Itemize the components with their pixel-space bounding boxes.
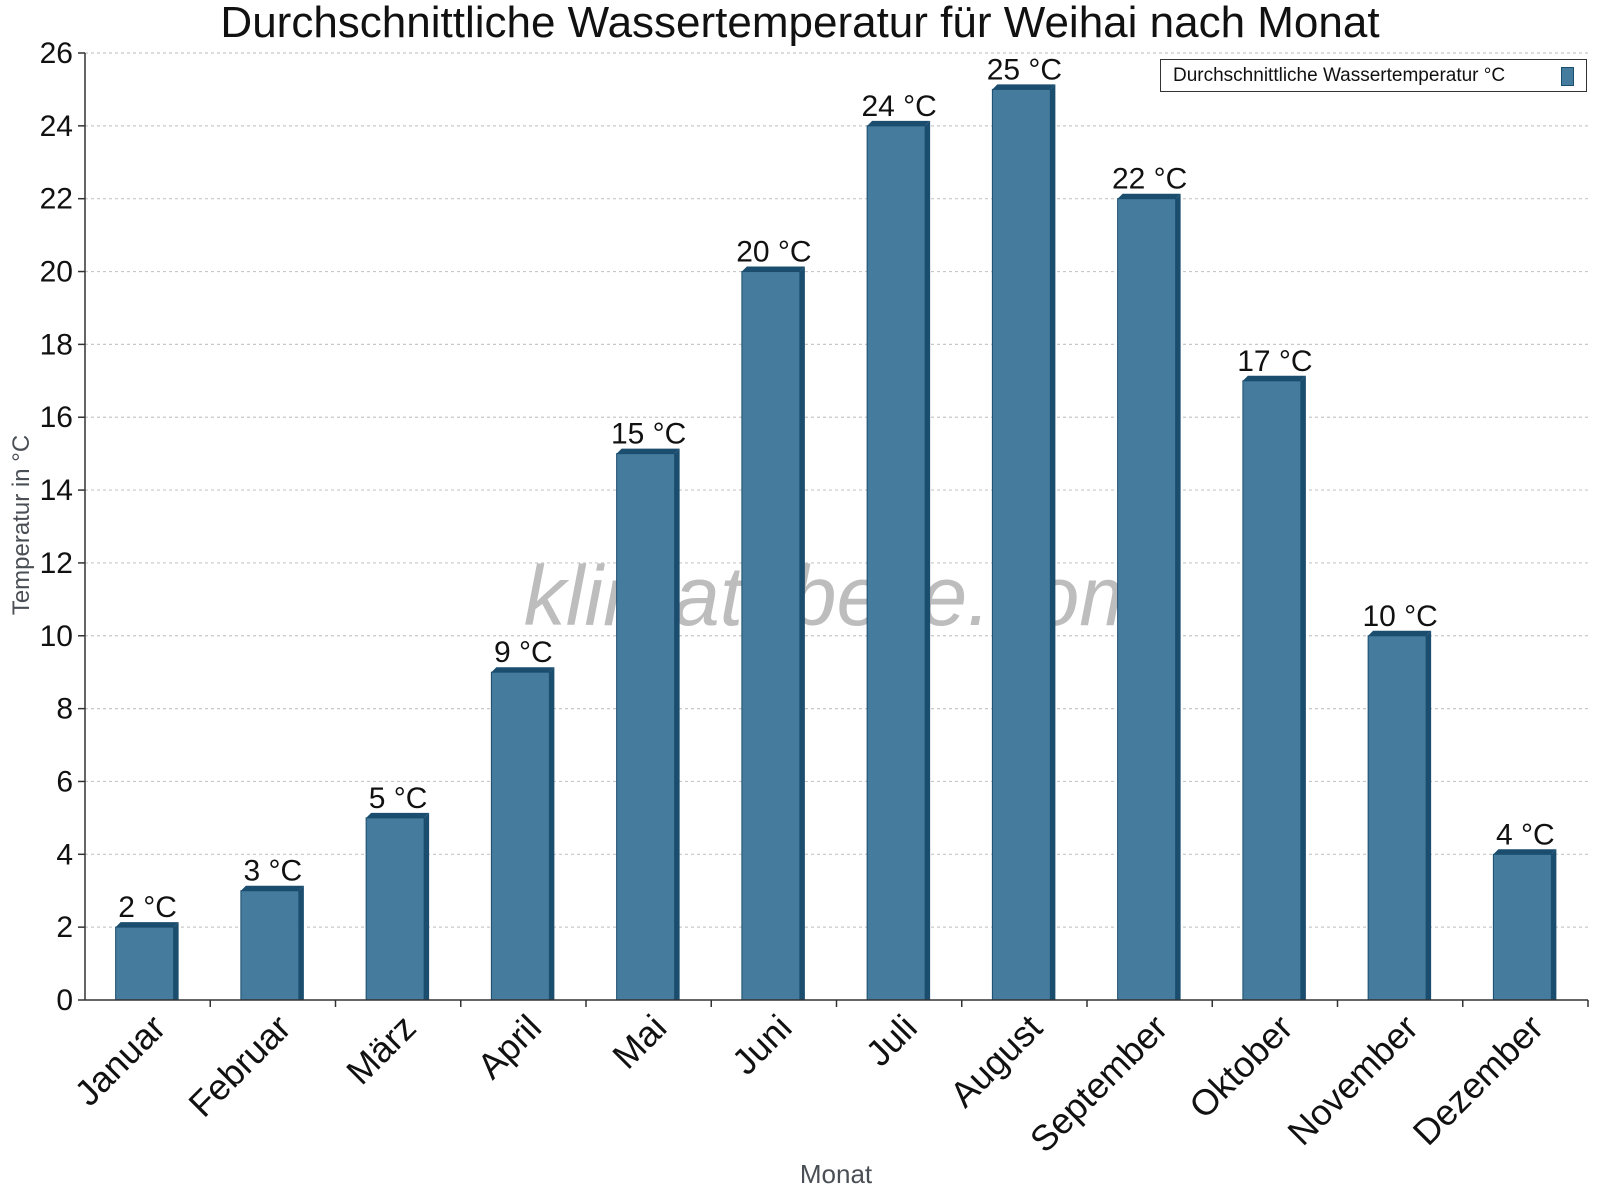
bar — [1492, 853, 1552, 1001]
legend-swatch — [1561, 67, 1574, 86]
bar-side — [424, 812, 430, 1000]
data-label: 10 °C — [1362, 600, 1437, 633]
bar — [365, 817, 425, 1001]
chart-title: Durchschnittliche Wassertemperatur für W… — [220, 0, 1380, 47]
bar-side — [173, 922, 179, 1000]
y-tick-label: 22 — [40, 183, 73, 216]
y-tick-label: 24 — [40, 110, 73, 143]
y-tick-label: 8 — [56, 693, 73, 726]
bar-top — [1493, 849, 1557, 855]
bar-top — [491, 667, 555, 673]
bar-top — [1242, 375, 1306, 381]
x-tick-label: März — [338, 1007, 424, 1093]
bar-top — [366, 812, 430, 818]
y-tick-label: 0 — [56, 984, 73, 1017]
legend: Durchschnittliche Wassertemperatur °C — [1160, 59, 1587, 92]
x-tick-label: November — [1279, 1007, 1425, 1153]
bar-side — [1300, 375, 1306, 1000]
x-tick-label: Januar — [66, 1007, 173, 1114]
data-label: 9 °C — [494, 636, 553, 669]
bar — [741, 271, 801, 1001]
data-label: 2 °C — [118, 891, 177, 924]
y-tick-label: 6 — [56, 765, 73, 798]
x-tick-label: Mai — [604, 1007, 674, 1077]
data-label: 15 °C — [611, 418, 686, 451]
data-label: 24 °C — [861, 90, 936, 123]
bar — [1367, 635, 1427, 1001]
y-tick-label: 2 — [56, 911, 73, 944]
bar-top — [1117, 193, 1181, 199]
data-label: 22 °C — [1112, 163, 1187, 196]
bar — [490, 671, 550, 1001]
data-label: 17 °C — [1237, 345, 1312, 378]
bar-side — [549, 667, 555, 1000]
bar-side — [1551, 849, 1557, 1000]
bar-side — [298, 885, 304, 1000]
x-tick-label: Februar — [180, 1007, 298, 1125]
bar-top — [992, 84, 1056, 90]
bar-top — [115, 922, 179, 928]
y-tick-label: 16 — [40, 401, 73, 434]
bar-top — [616, 448, 680, 454]
bar-top — [1368, 630, 1432, 636]
bar — [991, 88, 1051, 1001]
y-tick-label: 12 — [40, 547, 73, 580]
y-tick-label: 10 — [40, 620, 73, 653]
data-label: 4 °C — [1496, 818, 1555, 851]
x-tick-label: Juli — [858, 1007, 925, 1074]
data-label: 5 °C — [369, 782, 428, 815]
bar — [1117, 198, 1177, 1001]
y-tick-label: 14 — [40, 474, 73, 507]
bar-side — [674, 448, 680, 1001]
bar-side — [1426, 630, 1432, 1000]
bar-side — [925, 120, 931, 1001]
legend-label: Durchschnittliche Wassertemperatur °C — [1173, 65, 1506, 86]
bar — [1242, 380, 1302, 1001]
bar-top — [867, 120, 931, 126]
x-tick-label: September — [1022, 1007, 1176, 1161]
bar — [866, 125, 926, 1001]
x-tick-label: April — [469, 1007, 549, 1087]
x-axis-label: Monat — [799, 1159, 873, 1189]
bar-top — [240, 885, 304, 891]
y-tick-label: 26 — [40, 37, 73, 70]
data-label: 3 °C — [244, 855, 303, 888]
data-label: 20 °C — [736, 236, 811, 269]
bar — [240, 890, 300, 1001]
bar — [115, 926, 175, 1001]
x-tick-label: Oktober — [1181, 1007, 1301, 1127]
bar-side — [1175, 193, 1181, 1000]
y-tick-label: 20 — [40, 256, 73, 289]
data-label: 25 °C — [987, 53, 1062, 86]
y-tick-label: 18 — [40, 328, 73, 361]
x-tick-label: Dezember — [1405, 1007, 1551, 1153]
y-tick-label: 4 — [56, 838, 73, 871]
x-tick-label: August — [942, 1007, 1050, 1115]
bar-side — [1050, 84, 1056, 1000]
x-tick-label: Juni — [724, 1007, 800, 1083]
bar-top — [741, 266, 805, 272]
bar-side — [799, 266, 805, 1000]
bar — [616, 453, 676, 1001]
